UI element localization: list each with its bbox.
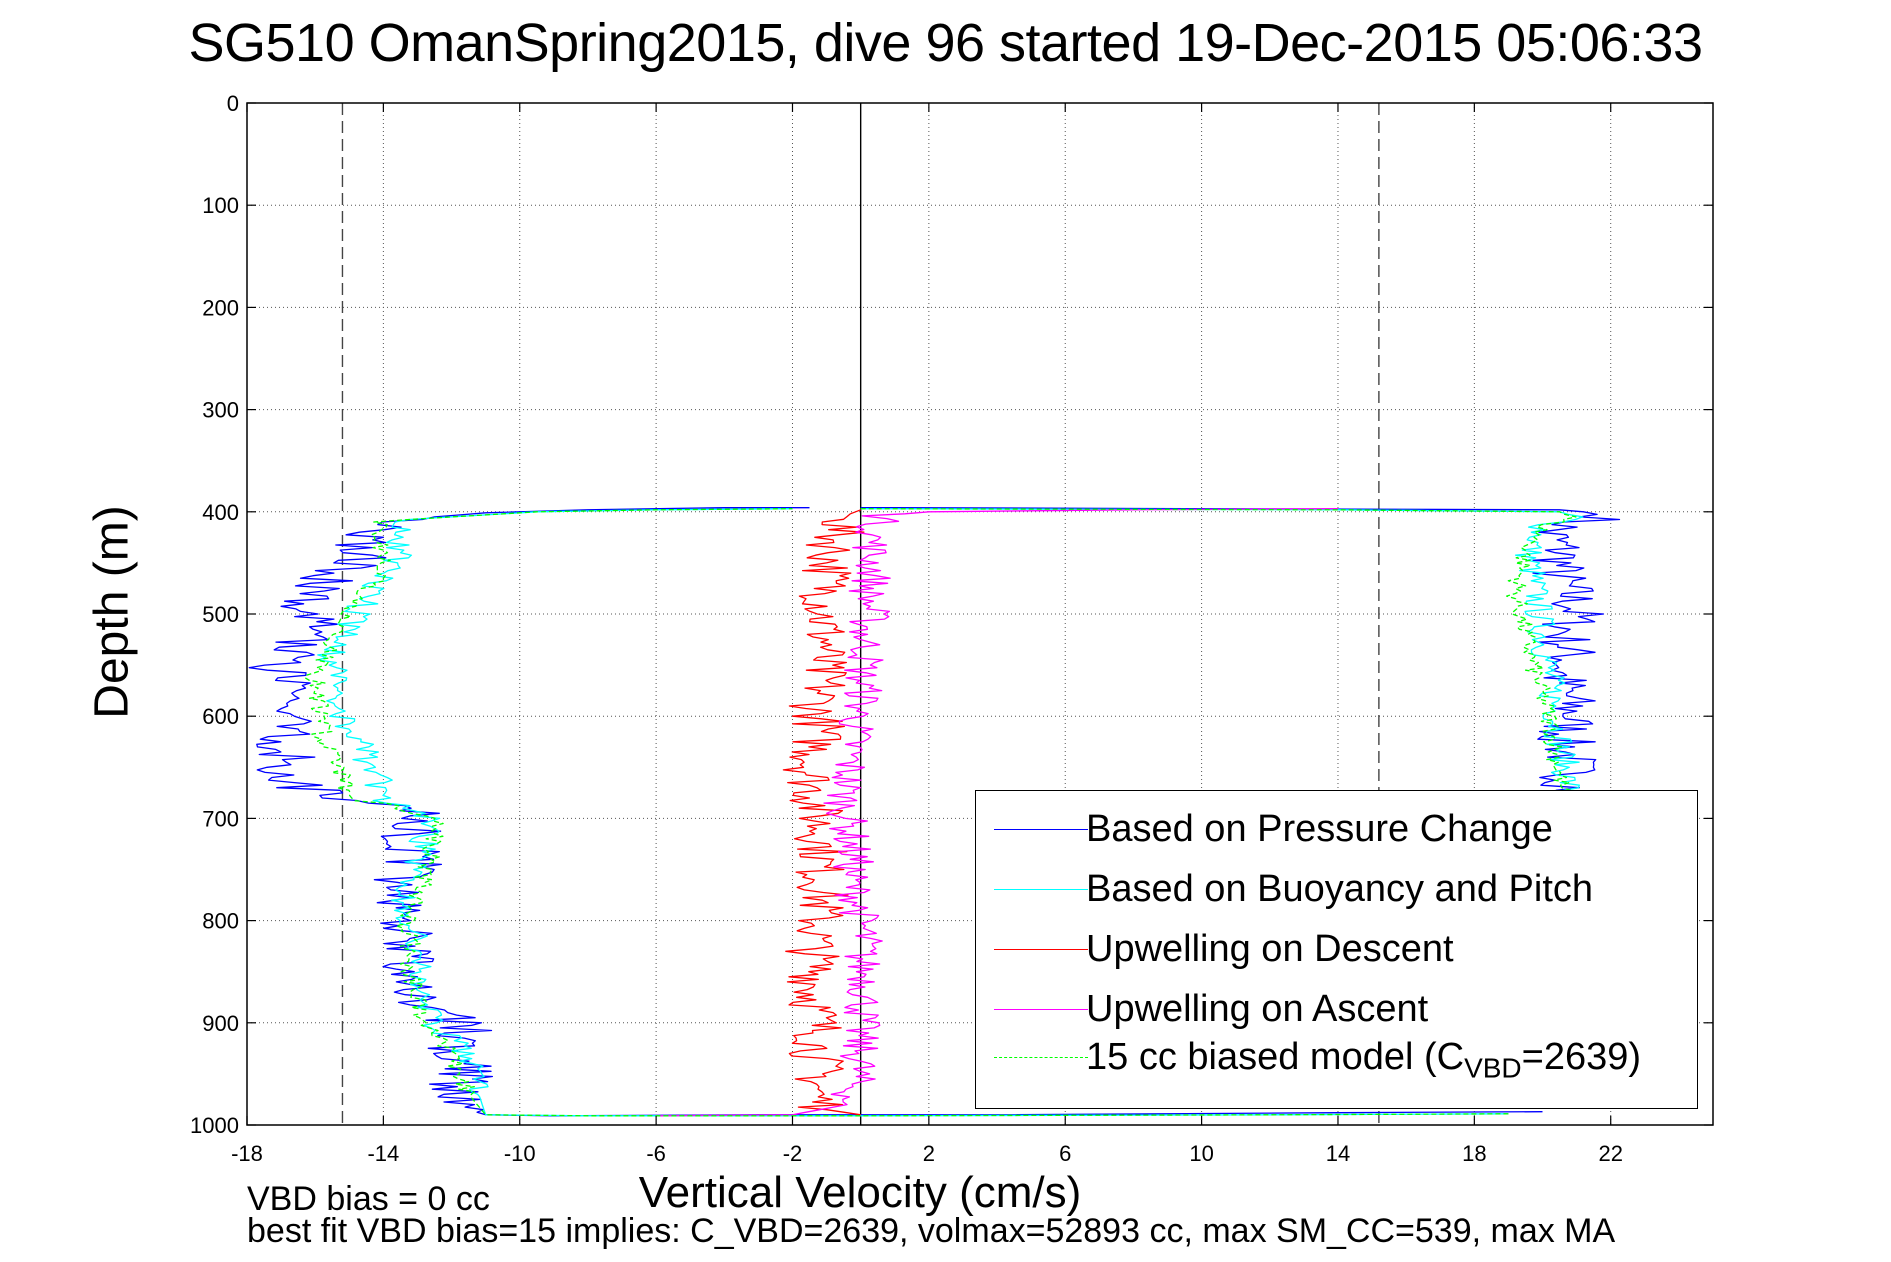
legend-entry: Based on Pressure Change <box>976 805 1697 853</box>
y-tick-label: 0 <box>227 91 239 116</box>
y-tick-label: 200 <box>202 295 239 320</box>
legend-entry: Upwelling on Descent <box>976 925 1697 973</box>
tick-layer: -18 -14 -10 -6 -2 2 6 10 14 18 22 0 100 200 300 400 500 6… <box>190 91 1713 1166</box>
legend-swatch <box>994 949 1088 950</box>
series-line <box>656 508 1339 1117</box>
y-tick-label: 300 <box>202 398 239 423</box>
legend-swatch <box>994 889 1088 890</box>
legend-swatch <box>994 1009 1088 1010</box>
series-line <box>782 509 865 1116</box>
series-line <box>304 508 1509 1117</box>
series-line <box>860 508 1584 794</box>
series-line <box>317 508 1509 1117</box>
legend-label: Based on Pressure Change <box>1086 808 1553 850</box>
y-tick-label: 600 <box>202 704 239 729</box>
x-tick-label: -18 <box>231 1141 263 1166</box>
x-tick-label: 2 <box>923 1141 935 1166</box>
x-tick-label: 22 <box>1598 1141 1622 1166</box>
x-tick-label: 18 <box>1462 1141 1486 1166</box>
y-tick-label: 400 <box>202 500 239 525</box>
x-tick-label: 14 <box>1326 1141 1350 1166</box>
legend-entry: 15 cc biased model (CVBD=2639) <box>976 1033 1697 1084</box>
legend-label: Upwelling on Descent <box>1086 928 1454 970</box>
y-tick-label: 500 <box>202 602 239 627</box>
x-tick-label: -10 <box>504 1141 536 1166</box>
series-line <box>248 507 1543 1117</box>
y-tick-label: 1000 <box>190 1113 239 1138</box>
x-tick-label: -14 <box>367 1141 399 1166</box>
legend: Based on Pressure Change Based on Buoyanc… <box>975 790 1698 1109</box>
legend-label: Upwelling on Ascent <box>1086 988 1429 1030</box>
legend-swatch <box>994 829 1088 830</box>
vbd-bias-note: VBD bias = 0 cc <box>247 1180 490 1218</box>
y-tick-label: 100 <box>202 193 239 218</box>
y-tick-label: 900 <box>202 1011 239 1036</box>
x-axis-label: Vertical Velocity (cm/s) <box>638 1168 1082 1217</box>
series-line <box>860 508 1577 794</box>
legend-entry: Based on Buoyancy and Pitch <box>976 865 1697 913</box>
series-line <box>860 507 1621 794</box>
legend-label: 15 cc biased model (CVBD=2639) <box>1086 1036 1642 1084</box>
series-layer <box>248 507 1621 1117</box>
legend-swatch <box>994 1057 1088 1058</box>
y-axis-label: Depth (m) <box>85 505 139 719</box>
y-tick-label: 700 <box>202 806 239 831</box>
legend-entry: Upwelling on Ascent <box>976 985 1697 1033</box>
x-tick-label: -6 <box>646 1141 666 1166</box>
x-tick-label: -2 <box>783 1141 803 1166</box>
chart-title: SG510 OmanSpring2015, dive 96 started 19… <box>188 13 1703 73</box>
x-tick-label: 10 <box>1189 1141 1213 1166</box>
x-tick-label: 6 <box>1059 1141 1071 1166</box>
y-tick-label: 800 <box>202 909 239 934</box>
best-fit-note: best fit VBD bias=15 implies: C_VBD=2639… <box>247 1212 1616 1250</box>
legend-label: Based on Buoyancy and Pitch <box>1086 868 1594 910</box>
